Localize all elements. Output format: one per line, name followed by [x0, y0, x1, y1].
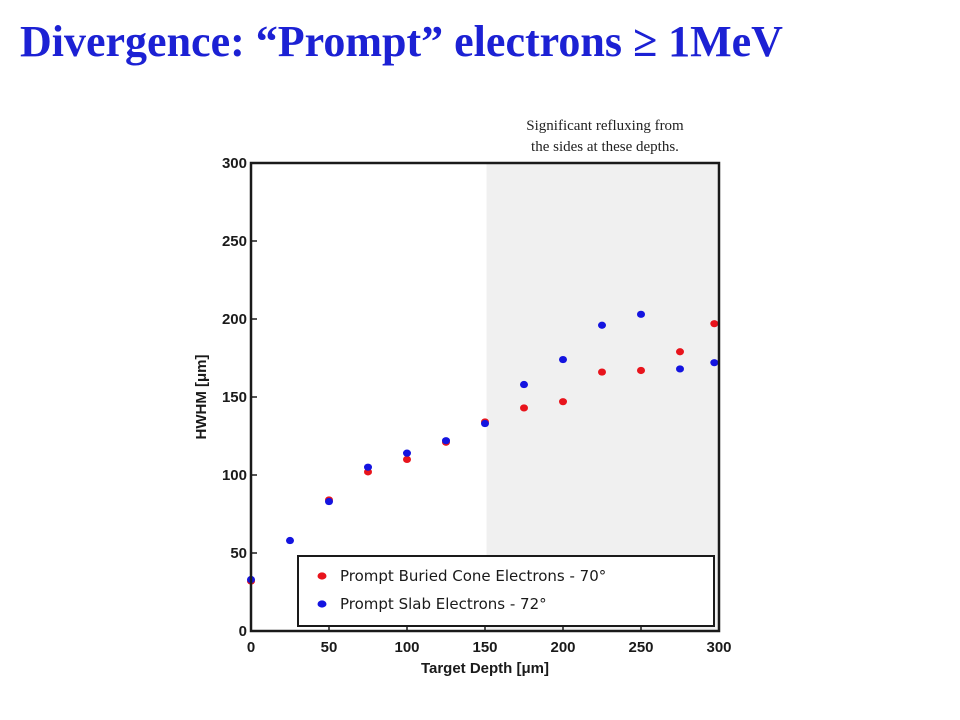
slab-point — [442, 437, 450, 445]
annotation-line-1: Significant refluxing from — [526, 118, 684, 134]
slab-point — [676, 365, 684, 373]
buried-cone-point — [520, 404, 528, 412]
buried-cone-point — [403, 455, 411, 463]
y-tick-label: 0 — [239, 623, 247, 640]
slide-title: Divergence: “Prompt” electrons ≥ 1MeV — [20, 17, 783, 66]
shade-layer — [486, 163, 719, 631]
x-axis-label: Target Depth [μm] — [421, 660, 549, 677]
legend-items: Prompt Buried Cone Electrons - 70° Prompt… — [317, 567, 606, 613]
legend-label: Prompt Buried Cone Electrons - 70° — [340, 567, 606, 585]
slab-point — [481, 419, 489, 428]
slab-point — [559, 355, 567, 364]
x-tick-label: 300 — [706, 639, 731, 656]
y-tick-label: 200 — [222, 311, 247, 328]
x-tick-label: 200 — [550, 639, 575, 656]
x-tick-label: 0 — [247, 639, 255, 656]
slab-point — [520, 380, 528, 389]
shaded-refluxing-region — [486, 163, 719, 631]
legend-label: Prompt Slab Electrons - 72° — [340, 595, 547, 613]
y-axis-ticks: 0 50 100 150 200 250 300 — [222, 155, 257, 640]
legend-marker — [317, 572, 327, 580]
points-layer — [247, 310, 719, 585]
annotation-line-2: the sides at these depths. — [531, 139, 679, 155]
legend-marker — [317, 600, 327, 608]
x-axis-ticks: 0 50 100 150 200 250 300 — [247, 625, 732, 656]
slab-point — [637, 310, 645, 318]
buried-cone-point — [598, 368, 606, 376]
buried-cone-point — [637, 366, 645, 375]
x-tick-label: 100 — [394, 639, 419, 656]
legend-box — [297, 555, 715, 627]
x-tick-label: 250 — [628, 639, 653, 656]
y-tick-label: 150 — [222, 389, 247, 406]
slab-point — [364, 463, 372, 471]
y-tick-label: 250 — [222, 233, 247, 250]
y-tick-label: 50 — [230, 545, 247, 562]
refluxing-annotation: Significant refluxing from the sides at … — [480, 116, 730, 158]
x-tick-label: 150 — [472, 639, 497, 656]
slab-point — [325, 497, 333, 506]
buried-cone-point — [710, 320, 719, 328]
buried-cone-point — [676, 348, 684, 356]
slab-point — [403, 449, 411, 457]
x-tick-label: 50 — [321, 639, 338, 656]
y-tick-label: 300 — [222, 155, 247, 172]
y-tick-label: 100 — [222, 467, 247, 484]
slab-point — [710, 359, 719, 367]
buried-cone-point — [559, 398, 567, 406]
y-axis-label: HWHM [μm] — [193, 355, 210, 440]
slab-point — [598, 321, 606, 329]
slab-point — [286, 536, 294, 545]
legend: Prompt Buried Cone Electrons - 70° Prompt… — [297, 555, 715, 627]
